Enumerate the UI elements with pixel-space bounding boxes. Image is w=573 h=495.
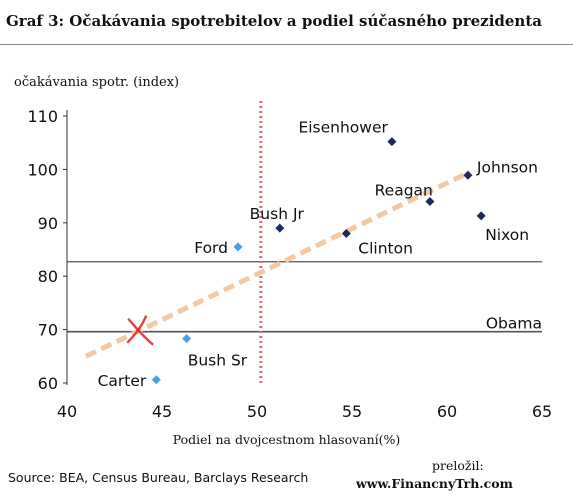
x-tick-label: 55 bbox=[342, 402, 362, 421]
y-tick-label: 60 bbox=[38, 374, 58, 393]
x-axis-label: Podiel na dvojcestnom hlasovaní(%) bbox=[172, 432, 401, 447]
point-label-carter: Carter bbox=[98, 372, 147, 390]
point-label-eisenhower: Eisenhower bbox=[298, 119, 388, 137]
data-point-ford bbox=[233, 242, 243, 252]
y-tick-label: 100 bbox=[27, 160, 58, 179]
title-divider bbox=[0, 44, 573, 45]
point-label-bush-sr: Bush Sr bbox=[188, 352, 248, 370]
data-point-eisenhower bbox=[387, 137, 397, 147]
x-tick-label: 65 bbox=[532, 402, 552, 421]
x-tick-label: 40 bbox=[57, 402, 77, 421]
point-label-johnson: Johnson bbox=[476, 158, 538, 176]
data-point-carter bbox=[151, 375, 161, 385]
y-tick-label: 70 bbox=[38, 321, 58, 340]
x-tick-label: 60 bbox=[437, 402, 457, 421]
y-tick-label: 80 bbox=[38, 267, 58, 286]
data-point-bush-jr bbox=[275, 223, 285, 233]
y-axis-label: očakávania spotr. (index) bbox=[14, 75, 180, 90]
chart-title: Graf 3: Očakávania spotrebitelov a podie… bbox=[6, 12, 542, 30]
data-point-clinton bbox=[341, 228, 351, 238]
cross-marker-stroke-2 bbox=[126, 315, 148, 344]
trend-line bbox=[84, 169, 471, 359]
translator-website: www.FinancnyTrh.com bbox=[356, 476, 513, 491]
x-tick-label: 45 bbox=[152, 402, 172, 421]
data-point-bush-sr bbox=[182, 334, 192, 344]
data-point-nixon bbox=[476, 211, 486, 221]
y-tick-label: 110 bbox=[27, 107, 58, 126]
x-tick-label: 50 bbox=[247, 402, 267, 421]
translated-by-label: preložil: bbox=[432, 458, 484, 473]
source-note: Source: BEA, Census Bureau, Barclays Res… bbox=[8, 470, 309, 485]
point-label-clinton: Clinton bbox=[358, 239, 413, 257]
data-point-reagan bbox=[425, 196, 435, 206]
y-tick-label: 90 bbox=[38, 214, 58, 233]
point-label-reagan: Reagan bbox=[375, 181, 433, 199]
point-label-nixon: Nixon bbox=[485, 226, 529, 244]
point-label-ford: Ford bbox=[194, 239, 228, 257]
data-point-johnson bbox=[463, 170, 473, 180]
reference-line-label: Obama bbox=[486, 315, 542, 333]
cross-marker-stroke-1 bbox=[127, 317, 154, 346]
point-label-bush-jr: Bush Jr bbox=[250, 205, 305, 223]
